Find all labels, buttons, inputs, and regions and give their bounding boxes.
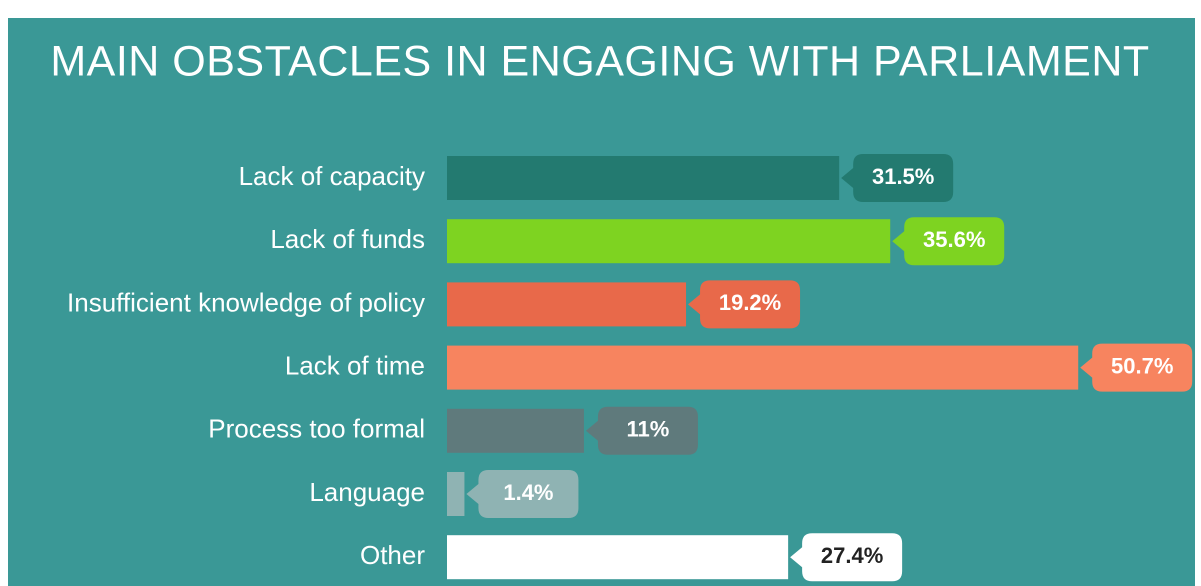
value-label: 19.2% (719, 290, 781, 315)
chart-title: MAIN OBSTACLES IN ENGAGING WITH PARLIAME… (50, 37, 1149, 85)
category-label: Process too formal (208, 414, 425, 444)
bar (447, 156, 840, 200)
value-label: 11% (627, 417, 670, 442)
value-label: 1.4% (503, 480, 553, 505)
category-label: Insufficient knowledge of policy (67, 287, 425, 317)
category-label: Lack of funds (270, 224, 425, 254)
category-label: Other (360, 540, 425, 570)
value-label: 31.5% (872, 164, 934, 189)
category-label: Lack of time (285, 350, 425, 380)
value-badge (688, 280, 801, 329)
value-badge (892, 217, 1005, 266)
value-label: 50.7% (1111, 353, 1173, 378)
bar (447, 219, 891, 264)
value-badge (790, 533, 903, 582)
value-badge (841, 154, 954, 202)
value-badge (466, 470, 579, 518)
value-badge (1080, 343, 1193, 392)
bar (447, 472, 465, 516)
bar (447, 408, 584, 453)
value-badge (585, 406, 698, 455)
bar (447, 535, 789, 580)
category-label: Language (309, 477, 425, 507)
category-label: Lack of capacity (239, 161, 425, 191)
bar (447, 345, 1079, 390)
value-label: 27.4% (821, 543, 883, 568)
value-label: 35.6% (923, 227, 985, 252)
bar (447, 282, 687, 327)
